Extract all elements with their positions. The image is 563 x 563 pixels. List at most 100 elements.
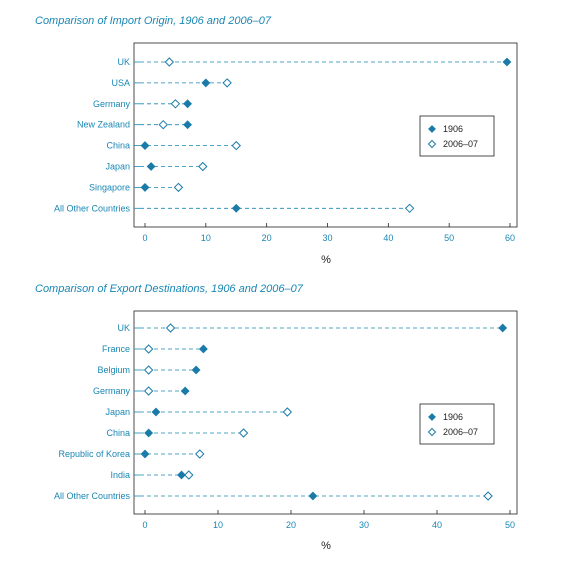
data-row: Singapore	[89, 182, 184, 193]
data-row: France	[102, 344, 208, 354]
data-row: China	[106, 140, 241, 151]
marker-2006-07	[165, 323, 176, 333]
legend: 1906 2006–07	[419, 403, 495, 445]
marker-2006-07	[173, 182, 184, 193]
x-tick-label: 0	[142, 520, 147, 530]
marker-1906	[146, 162, 156, 171]
x-axis-label: %	[321, 540, 331, 552]
marker-2006-07	[158, 119, 168, 130]
legend-label: 2006–07	[443, 139, 478, 149]
marker-1906	[498, 323, 508, 333]
data-row: Japan	[105, 161, 208, 172]
plot-frame	[133, 310, 518, 515]
x-tick-label: 40	[383, 233, 393, 243]
category-label: Japan	[105, 407, 130, 417]
data-row: UK	[117, 323, 508, 333]
x-tick-label: 10	[213, 520, 223, 530]
chart-title: Comparison of Export Destinations, 1906 …	[35, 283, 304, 295]
x-tick-label: 40	[432, 520, 442, 530]
x-tick-label: 60	[505, 233, 515, 243]
x-tick-label: 30	[359, 520, 369, 530]
marker-1906	[198, 344, 208, 354]
x-tick-label: 30	[322, 233, 332, 243]
x-tick-label: 0	[142, 233, 147, 243]
category-label: UK	[117, 57, 130, 67]
data-row: Japan	[105, 407, 293, 417]
plot-frame	[133, 42, 518, 228]
data-row: India	[110, 470, 194, 480]
category-label: All Other Countries	[54, 491, 131, 501]
marker-1906	[177, 470, 186, 480]
marker-2006-07	[164, 57, 175, 67]
marker-2006-07	[238, 428, 249, 438]
marker-1906	[180, 386, 190, 396]
category-label: Singapore	[89, 182, 130, 192]
import-origin-chart: Comparison of Import Origin, 1906 and 20…	[35, 15, 518, 266]
category-label: UK	[117, 323, 130, 333]
marker-2006-07	[483, 491, 493, 501]
marker-2006-07	[143, 344, 154, 354]
marker-1906	[231, 203, 241, 213]
marker-1906	[144, 428, 154, 438]
marker-1906	[151, 407, 161, 417]
category-label: France	[102, 344, 130, 354]
marker-2006-07	[198, 161, 208, 172]
category-label: Germany	[93, 99, 131, 109]
x-tick-label: 50	[505, 520, 515, 530]
data-row: Belgium	[97, 365, 201, 375]
category-label: Japan	[105, 162, 130, 172]
legend-label: 1906	[443, 124, 463, 134]
marker-2006-07	[184, 470, 194, 480]
marker-2006-07	[404, 203, 415, 214]
category-label: India	[110, 470, 130, 480]
data-row: All Other Countries	[54, 491, 493, 501]
data-row: Germany	[93, 386, 190, 396]
marker-2006-07	[282, 407, 293, 417]
legend-box	[419, 115, 495, 157]
marker-1906	[183, 120, 193, 130]
category-label: All Other Countries	[54, 203, 131, 213]
legend-label: 2006–07	[443, 427, 478, 437]
category-label: USA	[111, 78, 130, 88]
data-row: New Zealand	[77, 119, 193, 130]
category-label: Germany	[93, 386, 131, 396]
marker-1906	[308, 491, 318, 501]
marker-1906	[191, 365, 201, 375]
legend-marker-2006-07	[427, 139, 437, 149]
data-row: All Other Countries	[54, 203, 415, 214]
marker-2006-07	[222, 78, 232, 88]
marker-2006-07	[143, 365, 154, 375]
data-row: USA	[111, 78, 232, 88]
data-row: UK	[117, 57, 512, 67]
x-axis-label: %	[321, 254, 331, 266]
category-label: Republic of Korea	[58, 449, 130, 459]
marker-2006-07	[170, 99, 181, 109]
chart-title: Comparison of Import Origin, 1906 and 20…	[35, 15, 272, 27]
marker-1906	[140, 182, 150, 192]
x-tick-label: 10	[201, 233, 211, 243]
data-row: Republic of Korea	[58, 449, 205, 459]
legend: 1906 2006–07	[419, 115, 495, 157]
marker-1906	[502, 57, 512, 67]
x-tick-label: 20	[286, 520, 296, 530]
category-label: Belgium	[97, 365, 130, 375]
data-row: China	[106, 428, 249, 438]
category-label: New Zealand	[77, 120, 130, 130]
marker-1906	[183, 99, 193, 109]
legend-label: 1906	[443, 412, 463, 422]
x-tick-label: 20	[262, 233, 272, 243]
marker-1906	[140, 449, 150, 459]
export-destinations-chart: Comparison of Export Destinations, 1906 …	[35, 283, 518, 552]
x-tick-label: 50	[444, 233, 454, 243]
legend-box	[419, 403, 495, 445]
marker-2006-07	[231, 140, 241, 151]
marker-1906	[201, 78, 211, 88]
legend-marker-1906	[428, 413, 436, 421]
category-label: China	[106, 141, 130, 151]
data-row: Germany	[93, 99, 193, 109]
marker-1906	[140, 141, 150, 151]
category-label: China	[106, 428, 130, 438]
legend-marker-1906	[428, 125, 436, 133]
marker-2006-07	[195, 449, 205, 459]
